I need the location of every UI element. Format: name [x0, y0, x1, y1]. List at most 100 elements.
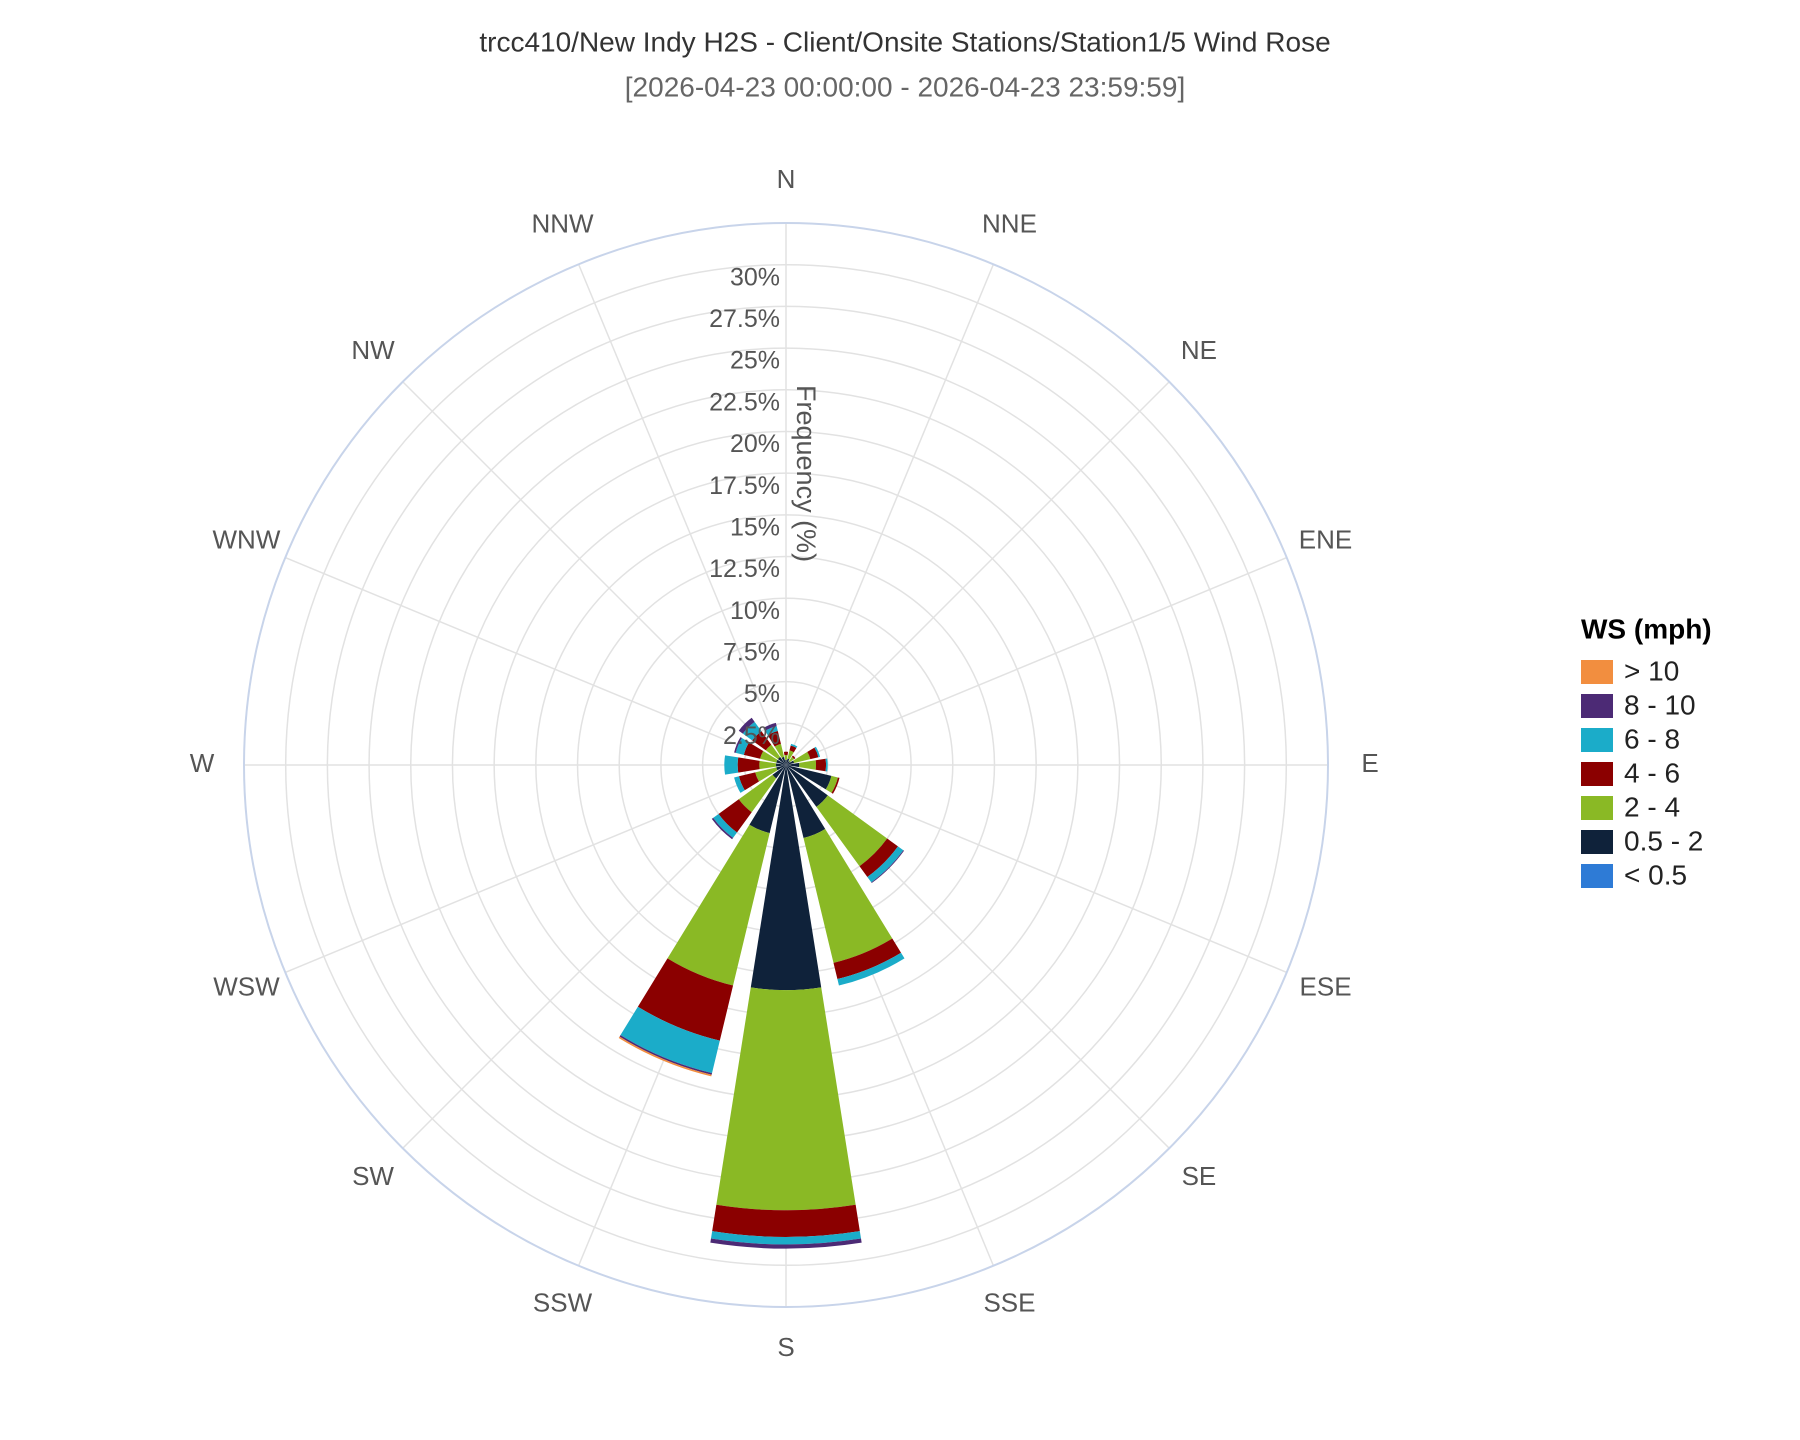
- bar-segment: [783, 751, 789, 756]
- spoke: [577, 263, 787, 766]
- bar-segment: [765, 726, 778, 736]
- bar-segment: [788, 756, 795, 763]
- legend-label: 6 - 8: [1624, 723, 1680, 754]
- legend-label: < 0.5: [1624, 859, 1687, 890]
- legend-swatch: [1581, 660, 1613, 684]
- bar-segment: [738, 717, 755, 734]
- direction-label: E: [1361, 748, 1378, 778]
- radial-tick-label: 20%: [730, 430, 780, 458]
- bar-segment: [619, 1035, 713, 1075]
- legend-swatch: [1581, 728, 1613, 752]
- bar-segment: [775, 763, 786, 767]
- outer-circle: [243, 222, 1329, 1308]
- bar-segment: [825, 775, 838, 793]
- direction-label: W: [190, 748, 215, 778]
- bar-segment: [837, 952, 905, 986]
- spoke: [785, 263, 995, 766]
- bar-segment: [738, 772, 759, 791]
- bar-segment: [718, 799, 752, 833]
- bar-segment: [776, 765, 786, 771]
- bar-segment: [776, 759, 786, 765]
- bar-segment: [867, 846, 904, 883]
- bar-segment: [734, 737, 742, 753]
- direction-label: SW: [352, 1161, 394, 1191]
- radial-tick-label: 25%: [730, 347, 780, 375]
- bar-segment: [772, 765, 786, 779]
- legend-label: 0.5 - 2: [1624, 825, 1703, 856]
- radial-tick-label: 5%: [744, 680, 780, 708]
- bar-segment: [825, 758, 828, 772]
- spoke: [785, 381, 1170, 766]
- legend-label: > 10: [1624, 655, 1679, 686]
- bar-segment: [724, 755, 739, 775]
- direction-label: N: [777, 164, 796, 194]
- direction-label: ENE: [1299, 524, 1352, 554]
- legend-label: 8 - 10: [1624, 689, 1696, 720]
- radial-tick-label: 10%: [730, 597, 780, 625]
- chart-subtitle: [2026-04-23 00:00:00 - 2026-04-23 23:59:…: [625, 71, 1185, 102]
- bar-segment: [784, 754, 788, 761]
- bar-segment: [742, 721, 762, 741]
- legend-swatch: [1581, 864, 1613, 888]
- legend-label: 4 - 6: [1624, 757, 1680, 788]
- bar-segment: [712, 1204, 860, 1237]
- bar-segment: [786, 760, 791, 765]
- bar-segment: [785, 759, 787, 765]
- bar-segment: [760, 751, 778, 763]
- direction-label: NE: [1181, 335, 1217, 365]
- bar-segment: [637, 958, 734, 1041]
- direction-label: WSW: [213, 971, 280, 1001]
- legend-swatch: [1581, 694, 1613, 718]
- bar-segment: [735, 737, 750, 755]
- direction-label: NW: [351, 335, 395, 365]
- chart-title: trcc410/New Indy H2S - Client/Onsite Sta…: [479, 26, 1330, 57]
- radial-tick-label: 15%: [730, 513, 780, 541]
- radial-axis-label: Frequency (%): [791, 385, 821, 562]
- radial-tick-label: 27.5%: [709, 305, 780, 333]
- bar-segment: [799, 760, 817, 770]
- bar-segment: [781, 756, 786, 765]
- bar-segment: [807, 747, 819, 760]
- bar-segment: [859, 838, 898, 877]
- bar-segment: [786, 765, 826, 838]
- bar-segment: [716, 987, 856, 1211]
- bar-segment: [789, 745, 797, 753]
- spoke: [785, 764, 1288, 974]
- bar-segment: [750, 765, 822, 991]
- bar-segment: [803, 828, 893, 963]
- direction-label: SE: [1182, 1161, 1217, 1191]
- bar-segment: [765, 744, 781, 760]
- legend-swatch: [1581, 830, 1613, 854]
- bar-segment: [620, 1006, 720, 1074]
- bar-segment: [752, 731, 772, 751]
- bar-segment: [755, 767, 778, 782]
- direction-label: NNE: [982, 208, 1037, 238]
- legend-label: 2 - 4: [1624, 791, 1680, 822]
- bar-segment: [833, 938, 902, 980]
- spoke: [785, 556, 1288, 766]
- bar-segment: [710, 1238, 862, 1249]
- bar-segment: [667, 824, 770, 986]
- bar-segment: [786, 760, 795, 765]
- legend-swatch: [1581, 796, 1613, 820]
- bar-segment: [786, 765, 832, 790]
- radial-tick-label: 7.5%: [723, 639, 780, 667]
- bar-segment: [787, 750, 794, 760]
- bar-segment: [814, 746, 821, 758]
- bar-segment: [738, 774, 777, 813]
- bar-segment: [786, 762, 800, 768]
- bar-segment: [618, 1036, 712, 1077]
- bar-segment: [774, 743, 785, 758]
- radial-tick-label: 12.5%: [709, 555, 780, 583]
- bar-segment: [743, 742, 764, 759]
- bar-segment: [786, 758, 790, 765]
- spoke: [284, 764, 787, 974]
- radial-tick-label: 30%: [730, 263, 780, 291]
- bar-segment: [759, 760, 777, 770]
- bar-segment: [763, 722, 777, 731]
- legend-swatch: [1581, 762, 1613, 786]
- bar-segment: [777, 756, 786, 765]
- bar-segment: [749, 765, 786, 834]
- direction-label: ESE: [1300, 971, 1352, 1001]
- bar-segment: [737, 757, 760, 773]
